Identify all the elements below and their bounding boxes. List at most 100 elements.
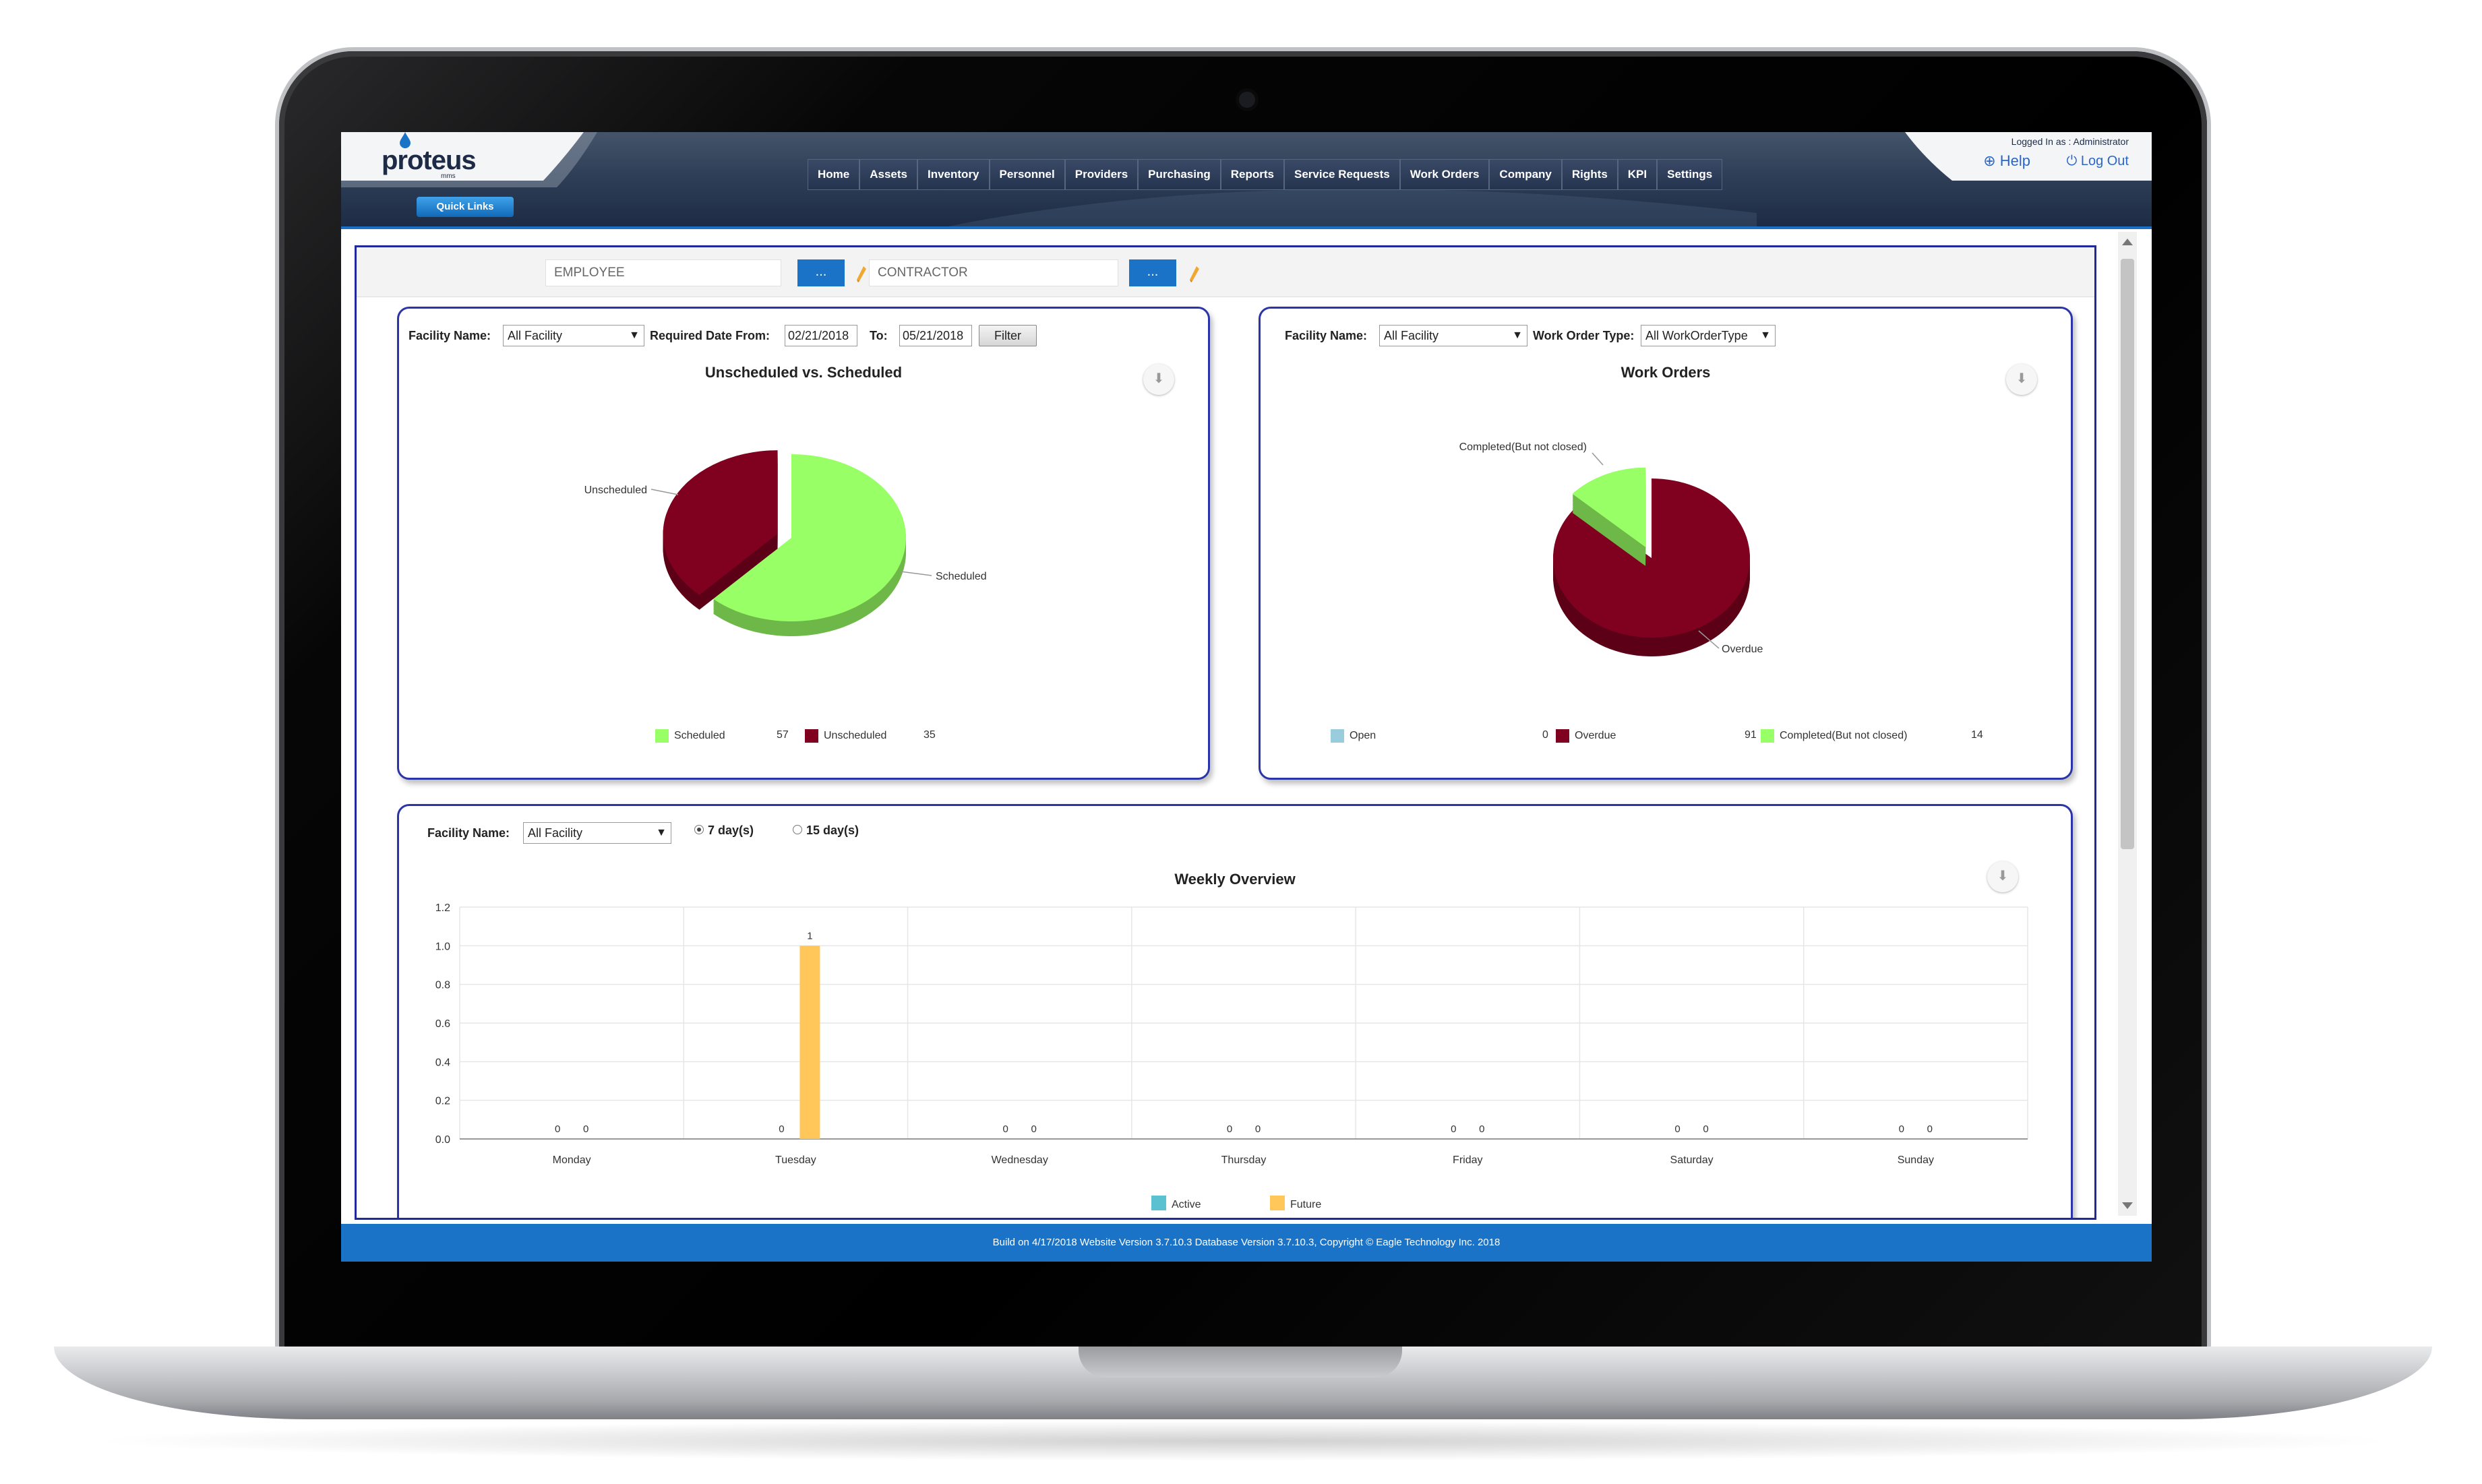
nav-item-settings[interactable]: Settings xyxy=(1667,168,1713,181)
facility-select-value: All Facility xyxy=(1384,329,1439,342)
employee-input[interactable]: EMPLOYEE xyxy=(545,259,781,286)
radio-7-days[interactable] xyxy=(694,825,704,834)
contractor-input[interactable]: CONTRACTOR xyxy=(869,259,1118,286)
logo-subtext: mms xyxy=(441,173,456,180)
x-category-label: Wednesday xyxy=(992,1154,1048,1166)
legend-item[interactable]: Overdue xyxy=(1556,729,1616,743)
nav-item-work-orders[interactable]: Work Orders xyxy=(1401,160,1490,189)
facility-select[interactable]: All Facility ▼ xyxy=(503,325,644,346)
vertical-scrollbar[interactable] xyxy=(2118,232,2137,1216)
legend-swatch xyxy=(1151,1196,1166,1210)
slice-label-connector xyxy=(900,571,932,576)
date-to-label: To: xyxy=(870,329,888,342)
legend-item[interactable]: Completed(But not closed) xyxy=(1761,729,1907,743)
nav-item-assets[interactable]: Assets xyxy=(860,160,918,189)
facility-label: Facility Name: xyxy=(1285,329,1368,342)
facility-select[interactable]: All Facility ▼ xyxy=(1379,325,1527,346)
help-link[interactable]: ⊕ Help xyxy=(1983,152,2030,170)
nav-item-service-requests[interactable]: Service Requests xyxy=(1285,160,1401,189)
legend-value: 57 xyxy=(777,729,789,741)
eraser-icon[interactable] xyxy=(854,262,868,282)
legend-label: Scheduled xyxy=(674,730,725,741)
logo-text: proteus xyxy=(382,146,477,175)
logout-link[interactable]: ⏻ Log Out xyxy=(2066,154,2129,169)
work-order-type-select[interactable]: All WorkOrderType ▼ xyxy=(1641,325,1776,346)
bar-value-label: 0 xyxy=(1899,1123,1904,1135)
nav-item-company[interactable]: Company xyxy=(1490,160,1563,189)
nav-item-rights[interactable]: Rights xyxy=(1563,160,1618,189)
facility-select-value: All Facility xyxy=(528,826,583,840)
slice-label-connector xyxy=(650,489,679,495)
logo[interactable]: proteus mms xyxy=(341,132,584,181)
bar-value-label: 0 xyxy=(1255,1123,1261,1135)
legend-item-active[interactable]: Active xyxy=(1151,1196,1201,1210)
nav-item-kpi[interactable]: KPI xyxy=(1618,160,1658,189)
quick-links-button[interactable]: Quick Links xyxy=(417,197,514,217)
bar-chart-weekly-overview: 0.0 0.2 0.4 0.6 0.8 1.0 1.2 0 0 Monday 0 1 Tuesday 0 0… xyxy=(435,902,2028,1210)
legend-swatch xyxy=(1331,729,1344,743)
pie-slice-scheduled[interactable] xyxy=(713,454,906,636)
laptop-base-notch xyxy=(1079,1347,1402,1378)
facility-label: Facility Name: xyxy=(408,329,491,342)
legend-item[interactable]: Scheduled xyxy=(655,729,725,743)
nav-item-providers[interactable]: Providers xyxy=(1066,160,1139,189)
download-icon[interactable]: ⬇ xyxy=(1987,861,2018,892)
filter-button[interactable]: Filter xyxy=(979,325,1037,346)
legend-value: 14 xyxy=(1971,729,1983,741)
x-category-label: Tuesday xyxy=(775,1154,816,1166)
y-tick-label: 0.0 xyxy=(435,1134,450,1146)
bar-value-label: 0 xyxy=(1703,1123,1708,1135)
legend-label: Unscheduled xyxy=(824,730,887,741)
legend-swatch xyxy=(655,729,669,743)
dropdown-arrow-icon: ▼ xyxy=(1512,330,1523,341)
y-tick-label: 0.2 xyxy=(435,1096,450,1107)
bar-value-label: 0 xyxy=(1227,1123,1232,1135)
scroll-down-arrow-icon[interactable] xyxy=(2122,1202,2133,1209)
radio-7-days-label[interactable]: 7 day(s) xyxy=(708,824,754,837)
legend-value: 35 xyxy=(924,729,936,741)
eraser-icon[interactable] xyxy=(1187,262,1201,282)
scroll-thumb[interactable] xyxy=(2121,259,2134,849)
logged-in-text: Logged In as : Administrator xyxy=(2011,136,2129,147)
legend-swatch xyxy=(1270,1196,1285,1210)
radio-15-days[interactable] xyxy=(793,825,802,834)
bar-value-label: 0 xyxy=(583,1123,588,1135)
bar-future[interactable] xyxy=(799,946,820,1139)
bar-value-label: 0 xyxy=(1479,1123,1484,1135)
radio-15-days-label[interactable]: 15 day(s) xyxy=(806,824,859,837)
bar-value-label: 0 xyxy=(555,1123,560,1135)
contractor-lookup-button[interactable]: ... xyxy=(1129,259,1176,286)
bar-value-label: 0 xyxy=(1927,1123,1933,1135)
download-icon[interactable]: ⬇ xyxy=(2006,364,2037,395)
x-category-label: Saturday xyxy=(1670,1154,1714,1166)
work-order-type-label: Work Order Type: xyxy=(1533,329,1635,342)
pie-slice-unscheduled[interactable] xyxy=(663,450,778,610)
facility-select[interactable]: All Facility ▼ xyxy=(523,822,671,844)
legend-label: Overdue xyxy=(1575,730,1616,741)
nav-item-personnel[interactable]: Personnel xyxy=(990,160,1066,189)
app-header: proteus mms Home Assets Inventory Personnel… xyxy=(341,132,2152,226)
date-from-label: Required Date From: xyxy=(650,329,770,342)
x-category-label: Friday xyxy=(1453,1154,1482,1166)
panel-work-orders: Facility Name: All Facility ▼ Work Order … xyxy=(1259,307,2073,780)
legend-item[interactable]: Open xyxy=(1331,729,1376,743)
download-icon[interactable]: ⬇ xyxy=(1143,364,1174,395)
main-nav: Home Assets Inventory Personnel Providers Pur… xyxy=(808,159,1723,190)
nav-item-inventory[interactable]: Inventory xyxy=(918,160,990,189)
pie-chart-unscheduled-vs-scheduled: Scheduled Unscheduled xyxy=(584,450,987,636)
dropdown-arrow-icon: ▼ xyxy=(629,330,640,341)
nav-item-purchasing[interactable]: Purchasing xyxy=(1139,160,1221,189)
nav-item-home[interactable]: Home xyxy=(808,160,861,189)
header-divider xyxy=(341,226,2152,229)
nav-item-reports[interactable]: Reports xyxy=(1221,160,1285,189)
legend-item-future[interactable]: Future xyxy=(1270,1196,1321,1210)
legend-label: Open xyxy=(1350,730,1376,741)
legend-item[interactable]: Unscheduled xyxy=(805,729,886,743)
pie-slice-completed-but-not-closed-[interactable] xyxy=(1572,467,1646,566)
employee-lookup-button[interactable]: ... xyxy=(797,259,845,286)
scroll-up-arrow-icon[interactable] xyxy=(2122,239,2133,245)
slice-label-connector xyxy=(1592,452,1604,466)
pie-slice-overdue[interactable] xyxy=(1553,478,1750,656)
date-from-input[interactable]: 02/21/2018 xyxy=(785,325,857,346)
date-to-input[interactable]: 05/21/2018 xyxy=(899,325,972,346)
